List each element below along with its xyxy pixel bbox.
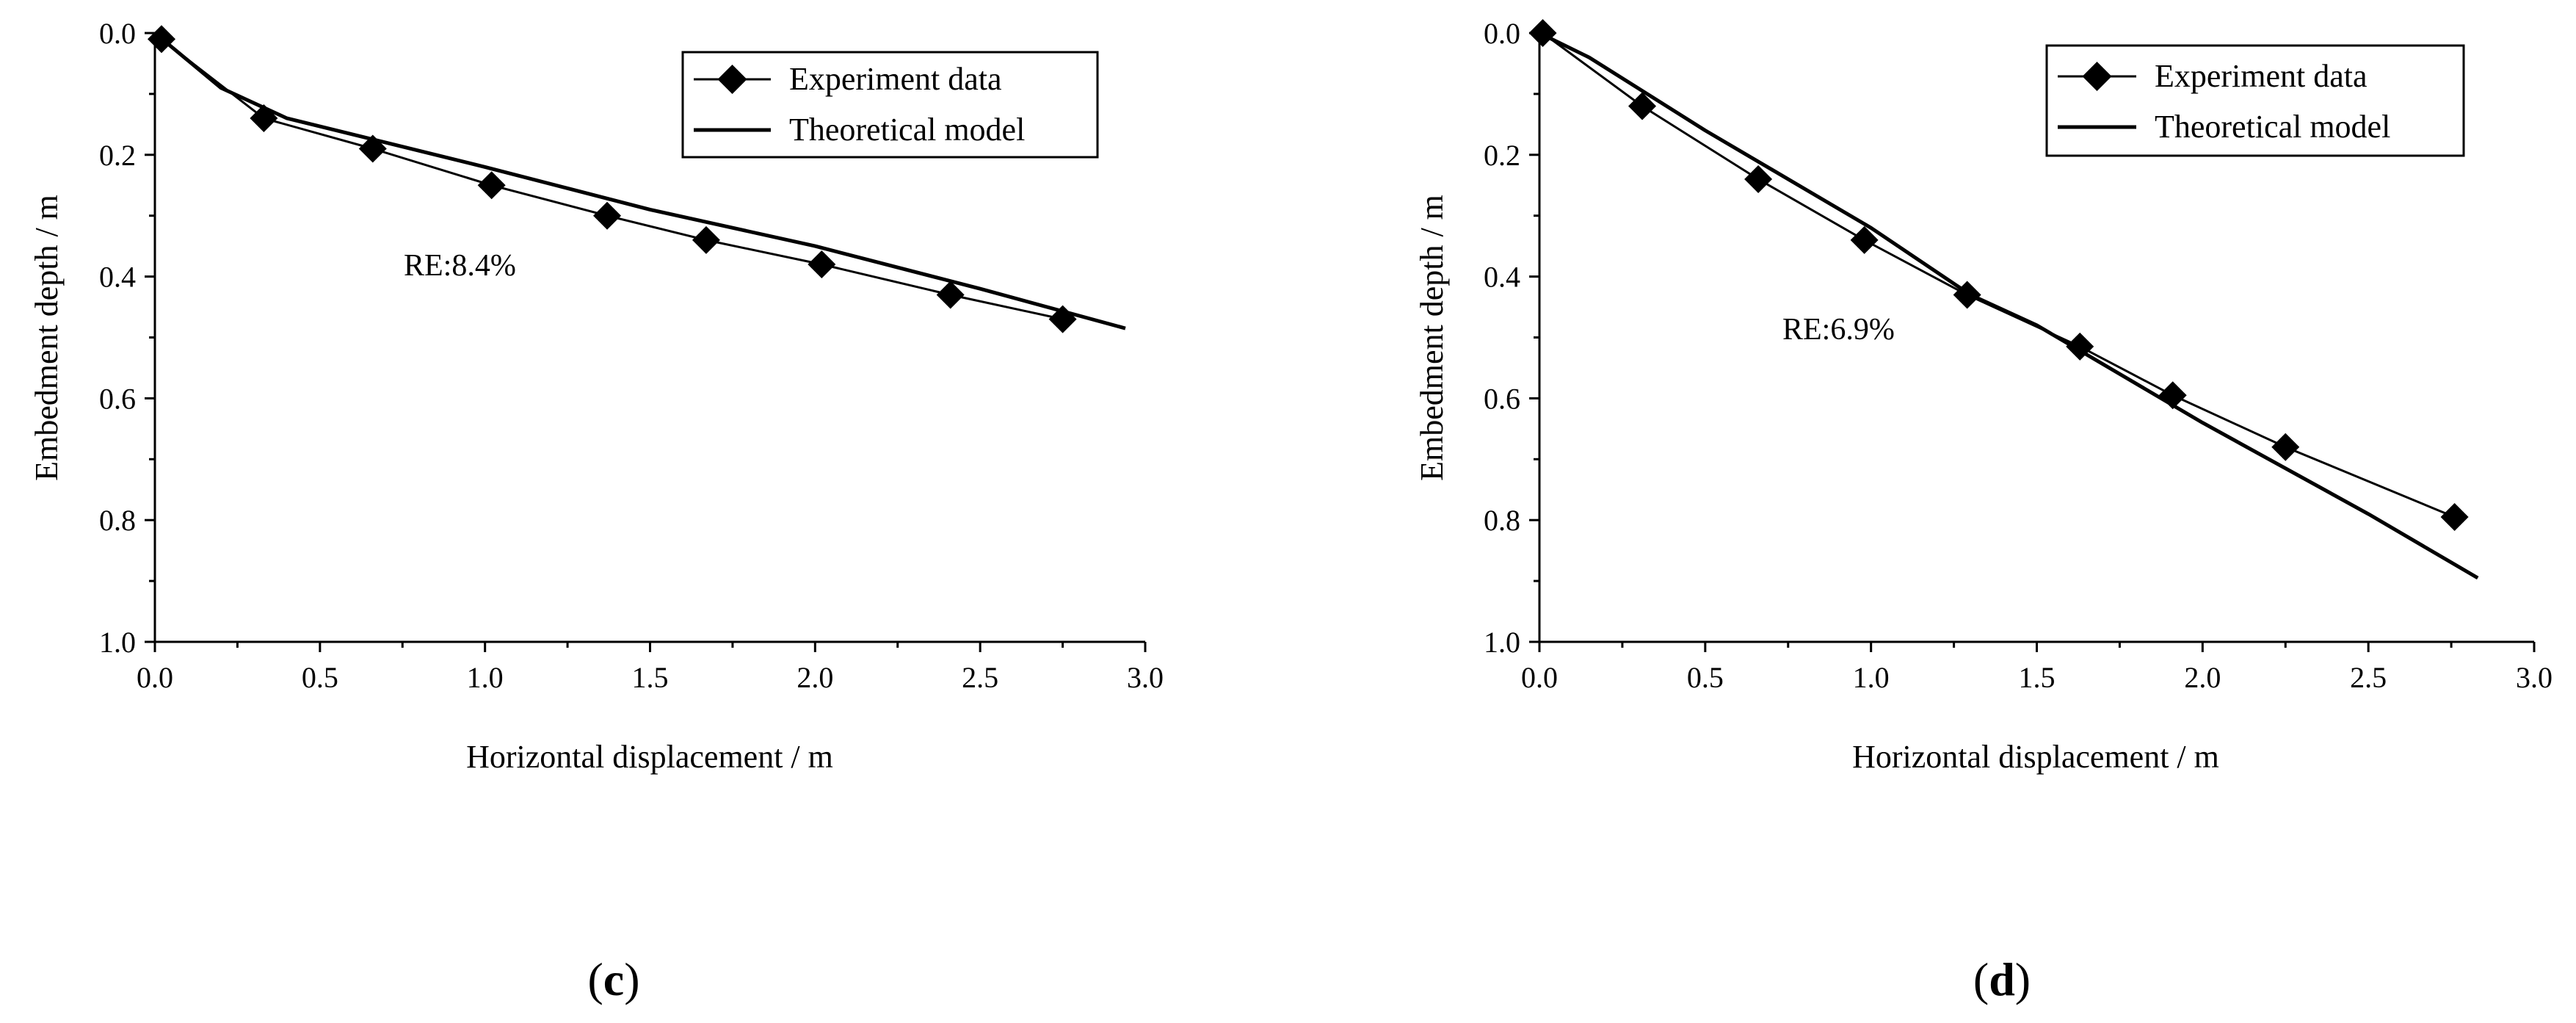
y-axis-title: Embedment depth / m — [1414, 195, 1450, 481]
panel-label: (d) — [1973, 953, 2031, 1005]
annotation-re: RE:6.9% — [1782, 313, 1895, 347]
legend: Experiment data Theoretical model — [2045, 44, 2465, 157]
y-axis-title: Embedment depth / m — [29, 195, 65, 481]
x-tick-label: 1.5 — [632, 661, 669, 694]
legend-label-theoretical: Theoretical model — [2155, 109, 2390, 145]
experiment-data-point — [593, 201, 622, 230]
annotation-re: RE:8.4% — [404, 249, 516, 283]
experiment-data-point — [936, 281, 965, 309]
experiment-data-point — [477, 171, 506, 200]
x-tick-label: 1.0 — [467, 661, 504, 694]
y-tick-label: 0.8 — [99, 504, 136, 537]
legend-box — [681, 51, 1099, 159]
x-tick-label: 1.0 — [1853, 661, 1890, 694]
x-tick-label: 2.0 — [2184, 661, 2221, 694]
panel-label: (c) — [587, 953, 639, 1005]
x-tick-label: 3.0 — [1127, 661, 1164, 694]
chart-panel-d: 0.0 0.5 1.0 1.5 2.0 2.5 3.00.00.20.40.60.81.0 … — [1414, 17, 2553, 1005]
y-tick-label: 0.0 — [1484, 17, 1520, 50]
theoretical-model-line — [1538, 31, 2479, 580]
legend-marker-experiment — [717, 65, 747, 94]
legend-box — [2045, 44, 2465, 157]
experiment-data-point — [358, 134, 387, 163]
y-tick-label: 0.6 — [99, 382, 136, 415]
experiment-data-point — [2440, 503, 2469, 532]
y-tick-label: 1.0 — [1484, 626, 1520, 659]
legend-label-theoretical: Theoretical model — [789, 112, 1025, 148]
y-tick-label: 0.4 — [1484, 261, 1520, 294]
x-tick-label: 2.5 — [2350, 661, 2387, 694]
y-tick-label: 0.6 — [1484, 382, 1520, 415]
chart-panel-c: 0.0 0.5 1.0 1.5 2.0 2.5 3.00.00.20.40.60.81.0 … — [29, 17, 1164, 1005]
x-tick-label: 2.0 — [797, 661, 833, 694]
x-tick-label: 0.5 — [1687, 661, 1724, 694]
y-tick-label: 0.2 — [99, 139, 136, 172]
x-tick-label: 0.0 — [1521, 661, 1558, 694]
experiment-data-point — [1744, 165, 1773, 193]
x-tick-label: 2.5 — [962, 661, 998, 694]
experiment-data-point — [1850, 225, 1879, 254]
x-tick-label: 0.5 — [302, 661, 338, 694]
x-tick-label: 3.0 — [2516, 661, 2553, 694]
legend-marker-experiment — [2082, 62, 2112, 91]
experiment-data-point — [808, 250, 836, 279]
y-tick-label: 0.0 — [99, 17, 136, 50]
legend-label-experiment: Experiment data — [2155, 58, 2368, 94]
y-tick-label: 1.0 — [99, 626, 136, 659]
x-axis-title: Horizontal displacement / m — [466, 739, 833, 775]
x-axis-title: Horizontal displacement / m — [1852, 739, 2219, 775]
y-tick-label: 0.4 — [99, 261, 136, 294]
experiment-data-point — [1628, 92, 1657, 120]
x-tick-label: 0.0 — [137, 661, 173, 694]
theoretical-model-line — [153, 32, 1126, 330]
y-tick-label: 0.2 — [1484, 139, 1520, 172]
legend-label-experiment: Experiment data — [789, 61, 1002, 97]
legend: Experiment data Theoretical model — [681, 51, 1099, 159]
experiment-data-point — [2271, 433, 2300, 461]
y-tick-label: 0.8 — [1484, 504, 1520, 537]
x-tick-label: 1.5 — [2019, 661, 2056, 694]
experiment-data-point — [692, 225, 720, 254]
